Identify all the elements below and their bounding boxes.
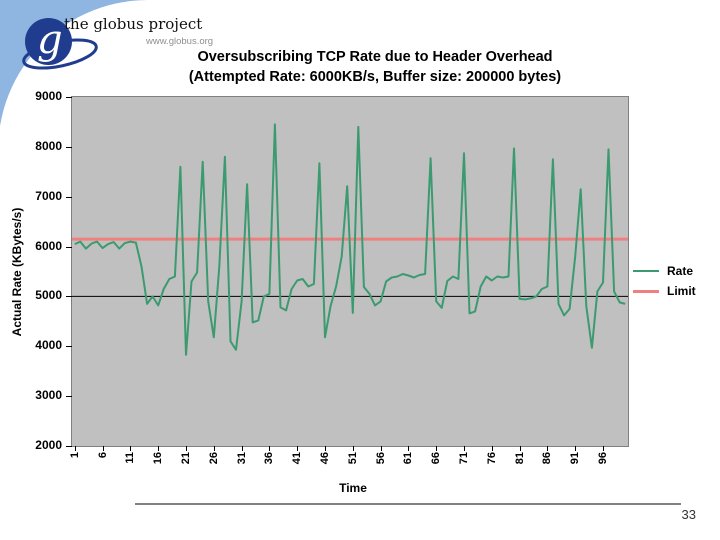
- x-axis-title: Time: [339, 481, 367, 495]
- logo-circle: [25, 18, 72, 65]
- y-tick-mark: [66, 446, 72, 447]
- x-tick-mark: [436, 446, 437, 451]
- x-tick-label: 41: [291, 452, 303, 465]
- x-tick-label: 11: [124, 452, 136, 464]
- chart-title-line1: Oversubscribing TCP Rate due to Header O…: [197, 49, 553, 65]
- x-tick-mark: [353, 446, 354, 451]
- y-tick-label: 9000: [35, 89, 62, 103]
- limit-line-swatch: [633, 289, 659, 293]
- footer-divider: [135, 503, 681, 505]
- x-tick-label: 96: [597, 452, 609, 465]
- x-tick-mark: [575, 446, 576, 451]
- x-tick-mark: [103, 446, 104, 451]
- x-tick-label: 86: [541, 452, 553, 465]
- x-tick-mark: [492, 446, 493, 451]
- rate-line: [74, 123, 626, 356]
- x-tick-mark: [158, 446, 159, 451]
- y-tick-label: 3000: [35, 388, 62, 403]
- x-tick-label: 36: [263, 452, 275, 465]
- x-tick-label: 1: [69, 452, 81, 459]
- x-tick-mark: [242, 446, 243, 451]
- x-tick-label: 46: [319, 452, 331, 465]
- legend-item-rate: Rate: [633, 261, 696, 281]
- x-tick-label: 51: [347, 452, 359, 465]
- x-tick-label: 56: [375, 452, 387, 465]
- page-number: 33: [681, 507, 696, 522]
- x-tick-label: 71: [458, 452, 470, 465]
- x-tick-label: 6: [97, 452, 109, 459]
- x-tick-mark: [408, 446, 409, 451]
- x-tick-label: 91: [569, 452, 581, 465]
- x-tick-mark: [603, 446, 604, 451]
- y-axis-title: Actual Rate (KBytes/s): [10, 207, 24, 337]
- plot-canvas: [72, 123, 628, 356]
- logo-brand-text: the globus project: [64, 15, 203, 33]
- y-tick-mark: [66, 97, 72, 98]
- y-tick-label: 2000: [35, 438, 62, 452]
- x-tick-label: 66: [430, 452, 442, 465]
- x-tick-mark: [547, 446, 548, 451]
- y-tick-label: 6000: [35, 238, 62, 253]
- y-tick-label: 4000: [35, 338, 62, 353]
- x-tick-label: 16: [152, 452, 164, 465]
- x-tick-mark: [381, 446, 382, 451]
- legend-item-limit: Limit: [633, 281, 696, 301]
- x-tick-mark: [186, 446, 187, 451]
- y-tick-mark: [66, 396, 72, 397]
- x-tick-mark: [130, 446, 131, 451]
- legend: Rate Limit: [633, 261, 696, 301]
- x-tick-mark: [464, 446, 465, 451]
- x-tick-mark: [297, 446, 298, 451]
- x-tick-label: 61: [402, 452, 414, 465]
- globus-logo-icon: g: [22, 17, 98, 70]
- y-tick-mark: [66, 147, 72, 148]
- chart-title-line2: (Attempted Rate: 6000KB/s, Buffer size: …: [188, 69, 562, 85]
- x-tick-label: 26: [208, 452, 220, 465]
- y-tick-label: 7000: [35, 188, 62, 203]
- x-tick-label: 21: [180, 452, 192, 465]
- x-tick-mark: [325, 446, 326, 451]
- x-tick-label: 81: [514, 452, 526, 465]
- y-tick-mark: [66, 296, 72, 297]
- rate-line-swatch: [633, 270, 659, 272]
- x-tick-mark: [269, 446, 270, 451]
- plot-area: [72, 97, 628, 446]
- y-tick-mark: [66, 197, 72, 198]
- logo-url-text: www.globus.org: [146, 36, 214, 47]
- x-tick-mark: [75, 446, 76, 451]
- legend-label-limit: Limit: [667, 284, 696, 298]
- y-tick-label: 5000: [35, 288, 62, 303]
- x-tick-label: 31: [236, 452, 248, 465]
- y-tick-mark: [66, 346, 72, 347]
- x-tick-mark: [214, 446, 215, 451]
- chart-title: Oversubscribing TCP Rate due to Header O…: [130, 47, 620, 87]
- logo-monogram: g: [37, 17, 63, 63]
- y-tick-label: 8000: [35, 138, 62, 153]
- x-tick-label: 76: [486, 452, 498, 465]
- legend-label-rate: Rate: [667, 264, 694, 278]
- x-tick-mark: [520, 446, 521, 451]
- y-tick-mark: [66, 247, 72, 248]
- logo-orbit-ellipse: [22, 38, 98, 70]
